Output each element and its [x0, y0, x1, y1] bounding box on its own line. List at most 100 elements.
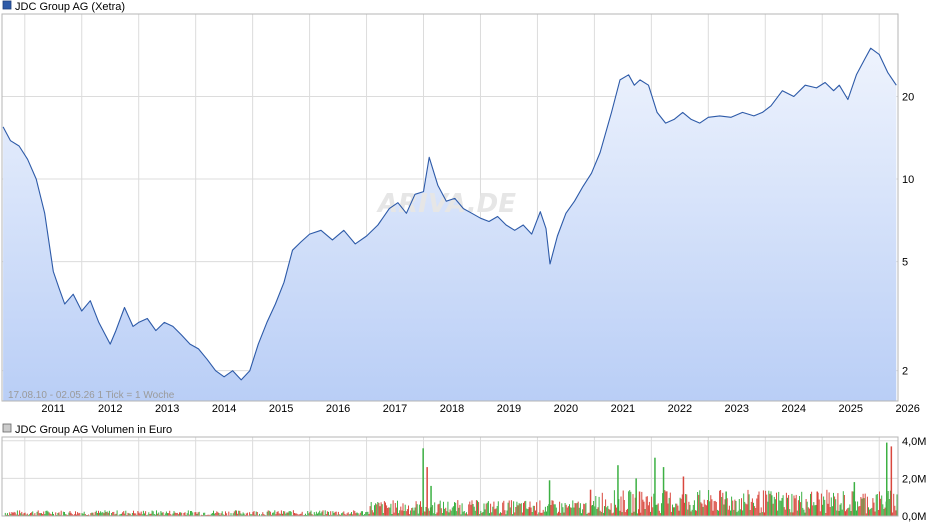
volume-bar — [618, 499, 620, 516]
volume-bar — [285, 513, 287, 516]
volume-bar — [410, 510, 412, 516]
volume-bar — [749, 510, 751, 516]
volume-bar — [357, 513, 359, 516]
volume-bar — [41, 513, 42, 516]
volume-bar — [362, 511, 363, 516]
volume-bar — [705, 505, 707, 516]
volume-bar — [48, 512, 50, 516]
volume-bar — [894, 505, 896, 516]
x-tick-label: 2019 — [497, 403, 521, 415]
volume-bar — [179, 512, 180, 516]
volume-bar — [508, 500, 510, 516]
volume-bar — [602, 512, 604, 516]
volume-bar — [792, 512, 794, 516]
volume-bar — [489, 513, 490, 516]
volume-bar — [519, 503, 521, 516]
volume-bar — [641, 491, 643, 516]
watermark: ARIVA.DE — [376, 189, 516, 219]
volume-bar — [569, 504, 570, 516]
volume-bar — [93, 514, 95, 516]
volume-bar — [58, 512, 60, 516]
volume-bar — [134, 513, 136, 516]
volume-bar — [325, 514, 327, 516]
volume-bar — [781, 498, 783, 516]
volume-bar — [228, 511, 230, 516]
volume-bar — [103, 513, 105, 516]
volume-bar — [843, 495, 845, 516]
volume-bar — [200, 514, 202, 516]
volume-bar — [148, 512, 150, 516]
volume-bar — [586, 513, 588, 516]
volume-bar — [221, 511, 223, 516]
volume-bar — [437, 504, 439, 516]
volume-bar — [420, 501, 421, 516]
volume-bar — [301, 511, 303, 516]
volume-bar — [830, 497, 832, 516]
volume-bar — [851, 491, 853, 516]
volume-bar — [491, 512, 493, 516]
volume-bar — [45, 510, 47, 516]
volume-bar — [395, 507, 397, 516]
volume-bar — [44, 514, 46, 516]
volume-bar — [69, 511, 71, 516]
volume-bar — [116, 510, 118, 516]
volume-bar — [415, 501, 417, 516]
volume-bar — [315, 511, 317, 516]
volume-bar — [710, 495, 712, 516]
volume-bar — [848, 507, 850, 516]
volume-bar — [276, 511, 278, 516]
volume-bar — [246, 512, 248, 516]
volume-bar — [854, 501, 856, 516]
volume-bar — [283, 511, 285, 516]
volume-bar — [588, 512, 590, 516]
volume-bar — [615, 504, 616, 516]
volume-bar — [169, 510, 171, 516]
volume-bar — [268, 510, 270, 516]
volume-bar — [782, 495, 784, 516]
volume-bar — [449, 509, 451, 516]
volume-bar — [573, 507, 575, 516]
volume-bar — [517, 505, 519, 516]
volume-bar — [466, 512, 467, 516]
x-tick-label: 2015 — [269, 403, 293, 415]
volume-bar — [540, 512, 542, 516]
volume-bar — [546, 511, 547, 516]
volume-bar — [376, 504, 378, 516]
volume-bar — [551, 500, 553, 516]
volume-bar — [669, 492, 671, 516]
volume-bar — [468, 504, 470, 516]
volume-bar — [218, 513, 220, 516]
volume-bar — [795, 494, 797, 516]
volume-bar — [452, 506, 454, 516]
volume-bar — [820, 493, 822, 516]
volume-peak-bar — [422, 448, 424, 516]
volume-bar — [161, 512, 163, 516]
volume-bar — [531, 512, 533, 516]
volume-bar — [762, 490, 764, 516]
volume-bar — [667, 503, 669, 516]
volume-bar — [753, 502, 754, 516]
volume-peak-bar — [426, 467, 428, 516]
volume-bar — [486, 502, 488, 516]
volume-bar — [256, 512, 258, 516]
volume-bar — [472, 504, 474, 516]
volume-bar — [712, 510, 714, 516]
volume-bar — [390, 503, 392, 516]
volume-bar — [349, 513, 351, 516]
volume-bar — [153, 514, 155, 516]
volume-bar — [94, 511, 96, 516]
volume-legend-swatch — [2, 423, 12, 433]
volume-bar — [397, 500, 398, 516]
volume-bar — [707, 500, 708, 516]
volume-bar — [375, 503, 377, 516]
volume-bar — [308, 513, 310, 516]
volume-bar — [802, 507, 804, 516]
volume-bar — [481, 512, 483, 516]
volume-bar — [687, 509, 689, 516]
volume-bar — [372, 512, 374, 516]
volume-bar — [490, 503, 492, 516]
volume-bar — [274, 510, 276, 516]
volume-bar — [52, 511, 53, 516]
volume-bar — [541, 512, 543, 516]
volume-bar — [190, 511, 191, 516]
